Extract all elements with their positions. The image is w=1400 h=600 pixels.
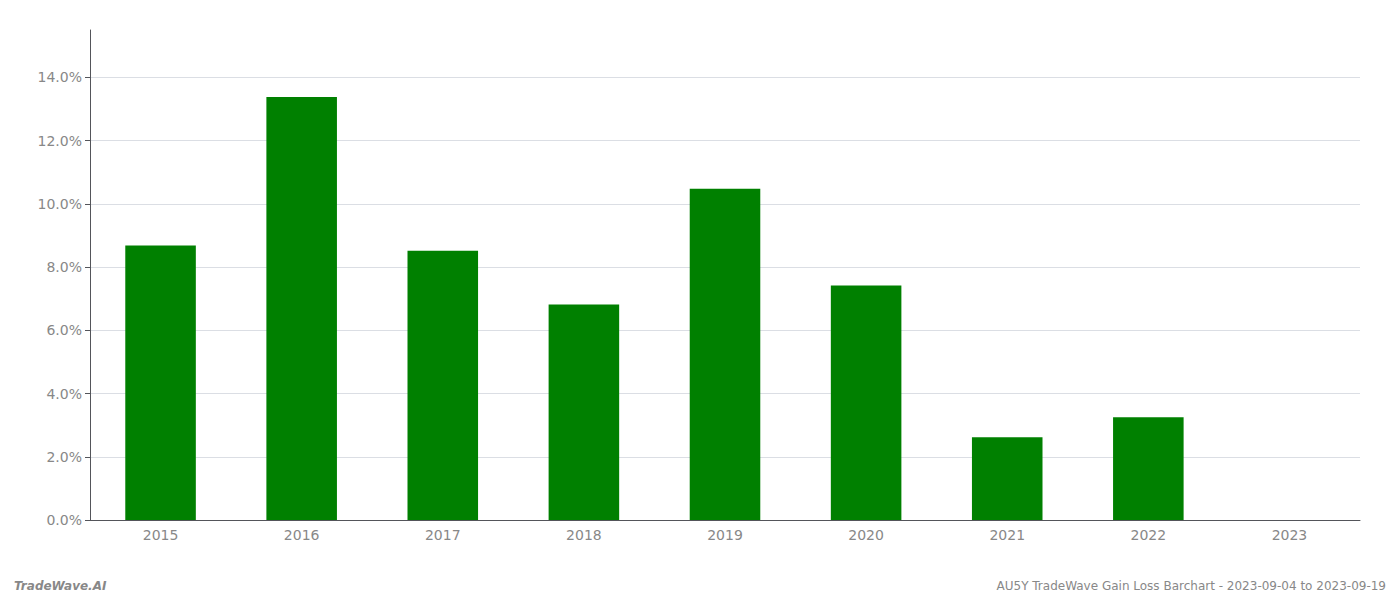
svg-text:2017: 2017 [425, 527, 461, 543]
svg-text:2.0%: 2.0% [46, 449, 82, 465]
svg-text:12.0%: 12.0% [38, 133, 82, 149]
svg-text:AU5Y TradeWave Gain Loss Barch: AU5Y TradeWave Gain Loss Barchart - 2023… [997, 579, 1386, 593]
svg-text:8.0%: 8.0% [46, 259, 82, 275]
svg-text:2022: 2022 [1131, 527, 1167, 543]
svg-text:2023: 2023 [1272, 527, 1308, 543]
svg-text:10.0%: 10.0% [38, 196, 82, 212]
svg-text:6.0%: 6.0% [46, 322, 82, 338]
svg-text:14.0%: 14.0% [38, 69, 82, 85]
svg-text:0.0%: 0.0% [46, 512, 82, 528]
svg-text:2015: 2015 [143, 527, 179, 543]
svg-text:2021: 2021 [989, 527, 1025, 543]
svg-text:TradeWave.AI: TradeWave.AI [14, 579, 107, 593]
svg-text:2020: 2020 [848, 527, 884, 543]
svg-text:2019: 2019 [707, 527, 743, 543]
svg-text:2018: 2018 [566, 527, 602, 543]
svg-text:4.0%: 4.0% [46, 386, 82, 402]
svg-text:2016: 2016 [284, 527, 320, 543]
